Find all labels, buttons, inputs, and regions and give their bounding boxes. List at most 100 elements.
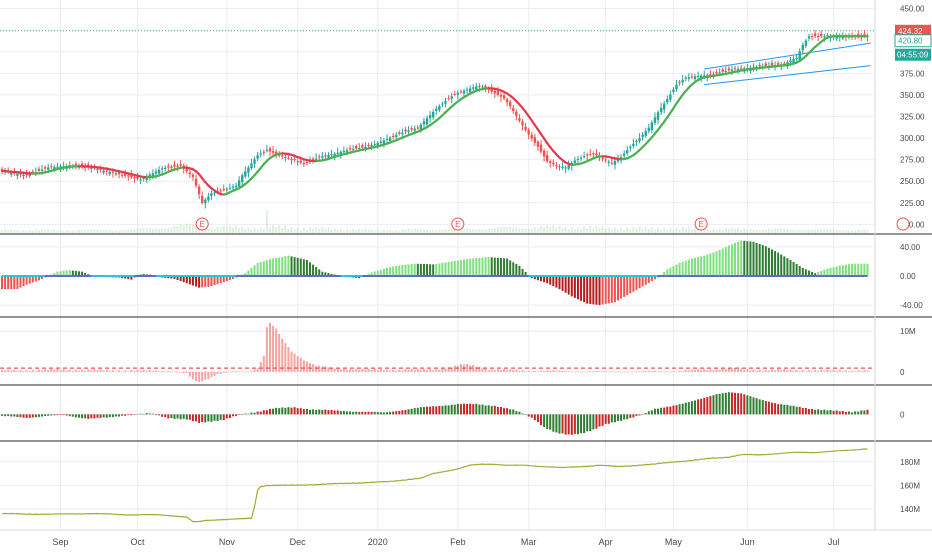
candle-body [41, 170, 43, 171]
momentum-bar [866, 410, 868, 415]
oscillator-bar [672, 266, 674, 276]
earnings-marker[interactable]: E [452, 218, 464, 230]
oscillator-bar [297, 258, 299, 276]
oscillator-bar [451, 261, 453, 276]
volume-bar [522, 228, 524, 233]
momentum-bar [725, 393, 727, 415]
volume-bar [614, 228, 616, 233]
momentum-bar [321, 410, 323, 414]
volume-oscillator-bar [238, 372, 240, 373]
volume-oscillator-bar [836, 371, 838, 372]
volume-oscillator-bar [364, 370, 366, 372]
volume-bar [583, 227, 585, 233]
volume-bar [762, 229, 764, 233]
earnings-marker[interactable]: E [196, 218, 208, 230]
momentum-bar [432, 406, 434, 414]
earnings-marker[interactable]: E [695, 218, 707, 230]
volume-bar [29, 230, 31, 233]
oscillator-bar [580, 276, 582, 301]
volume-bar [78, 230, 80, 233]
candle-body [207, 196, 209, 200]
volume-oscillator-bar [700, 370, 702, 372]
oscillator-bar [845, 265, 847, 276]
volume-oscillator-bar [608, 372, 610, 373]
volume-oscillator-bar [63, 369, 65, 371]
candle-body [574, 161, 576, 163]
momentum-bar [543, 414, 545, 427]
candle-body [795, 58, 797, 59]
volume-bar [217, 227, 219, 233]
candle-body [106, 171, 108, 172]
oscillator-bar [13, 276, 15, 289]
volume-bar [716, 230, 718, 233]
volume-oscillator-bar [648, 371, 650, 372]
volume-bar [676, 228, 678, 233]
volume-bar [346, 229, 348, 233]
oscillator-bar [506, 259, 508, 276]
momentum-bar [315, 410, 317, 414]
volume-oscillator-bar [814, 370, 816, 372]
candle-body [512, 108, 514, 111]
volume-oscillator-bar [765, 370, 767, 372]
momentum-bar [29, 414, 31, 417]
volume-oscillator-bar [639, 371, 641, 372]
volume-oscillator-bar [423, 369, 425, 372]
momentum-bar [500, 407, 502, 414]
volume-oscillator-bar [632, 372, 634, 373]
volume-oscillator-bar [737, 369, 739, 372]
oscillator-bar [743, 241, 745, 276]
oscillator-bar [16, 276, 18, 289]
volume-oscillator-bar [620, 372, 622, 373]
volume-oscillator-bar [709, 369, 711, 371]
volume-bar [324, 229, 326, 233]
volume-bar [183, 225, 185, 233]
momentum-bar [26, 414, 28, 418]
momentum-bar [303, 409, 305, 414]
volume-bar [657, 228, 659, 233]
volume-oscillator-bar [177, 372, 179, 373]
oscillator-bar [284, 256, 286, 276]
volume-oscillator-bar [78, 371, 80, 372]
volume-bar [266, 211, 268, 233]
volume-bar [189, 225, 191, 233]
candle-body [204, 200, 206, 204]
volume-bar [19, 231, 21, 233]
volume-bar [602, 226, 604, 233]
momentum-bar [47, 414, 49, 415]
volume-oscillator-bar [595, 371, 597, 372]
candle-body [115, 173, 117, 174]
volume-oscillator-bar [549, 371, 551, 372]
momentum-bar [472, 404, 474, 414]
oscillator-bar [833, 267, 835, 276]
momentum-bar [173, 414, 175, 419]
candle-body [718, 72, 720, 73]
momentum-bar [762, 400, 764, 414]
momentum-bar [149, 413, 151, 414]
volume-oscillator-bar [839, 370, 841, 372]
volume-bar [130, 229, 132, 233]
candle-body [201, 196, 203, 203]
volume-bar [312, 229, 314, 233]
volume-oscillator-bar [161, 371, 163, 372]
y-tick-label: 250.00 [900, 177, 925, 186]
oscillator-bar [518, 266, 520, 276]
volume-bar [177, 226, 179, 233]
volume-oscillator-bar [753, 370, 755, 372]
volume-oscillator-bar [303, 360, 305, 372]
momentum-bar [284, 408, 286, 415]
candle-body [777, 63, 779, 65]
candle-body [232, 187, 234, 188]
momentum-bar [728, 392, 730, 414]
volume-oscillator-bar [109, 371, 111, 372]
oscillator-bar [826, 269, 828, 276]
momentum-bar [617, 414, 619, 421]
candle-body [734, 68, 736, 69]
volume-bar [66, 230, 68, 233]
momentum-bar [352, 412, 354, 415]
volume-bar [472, 229, 474, 233]
volume-bar [863, 229, 865, 233]
x-tick-label: Sep [53, 537, 69, 547]
momentum-bar [217, 414, 219, 421]
